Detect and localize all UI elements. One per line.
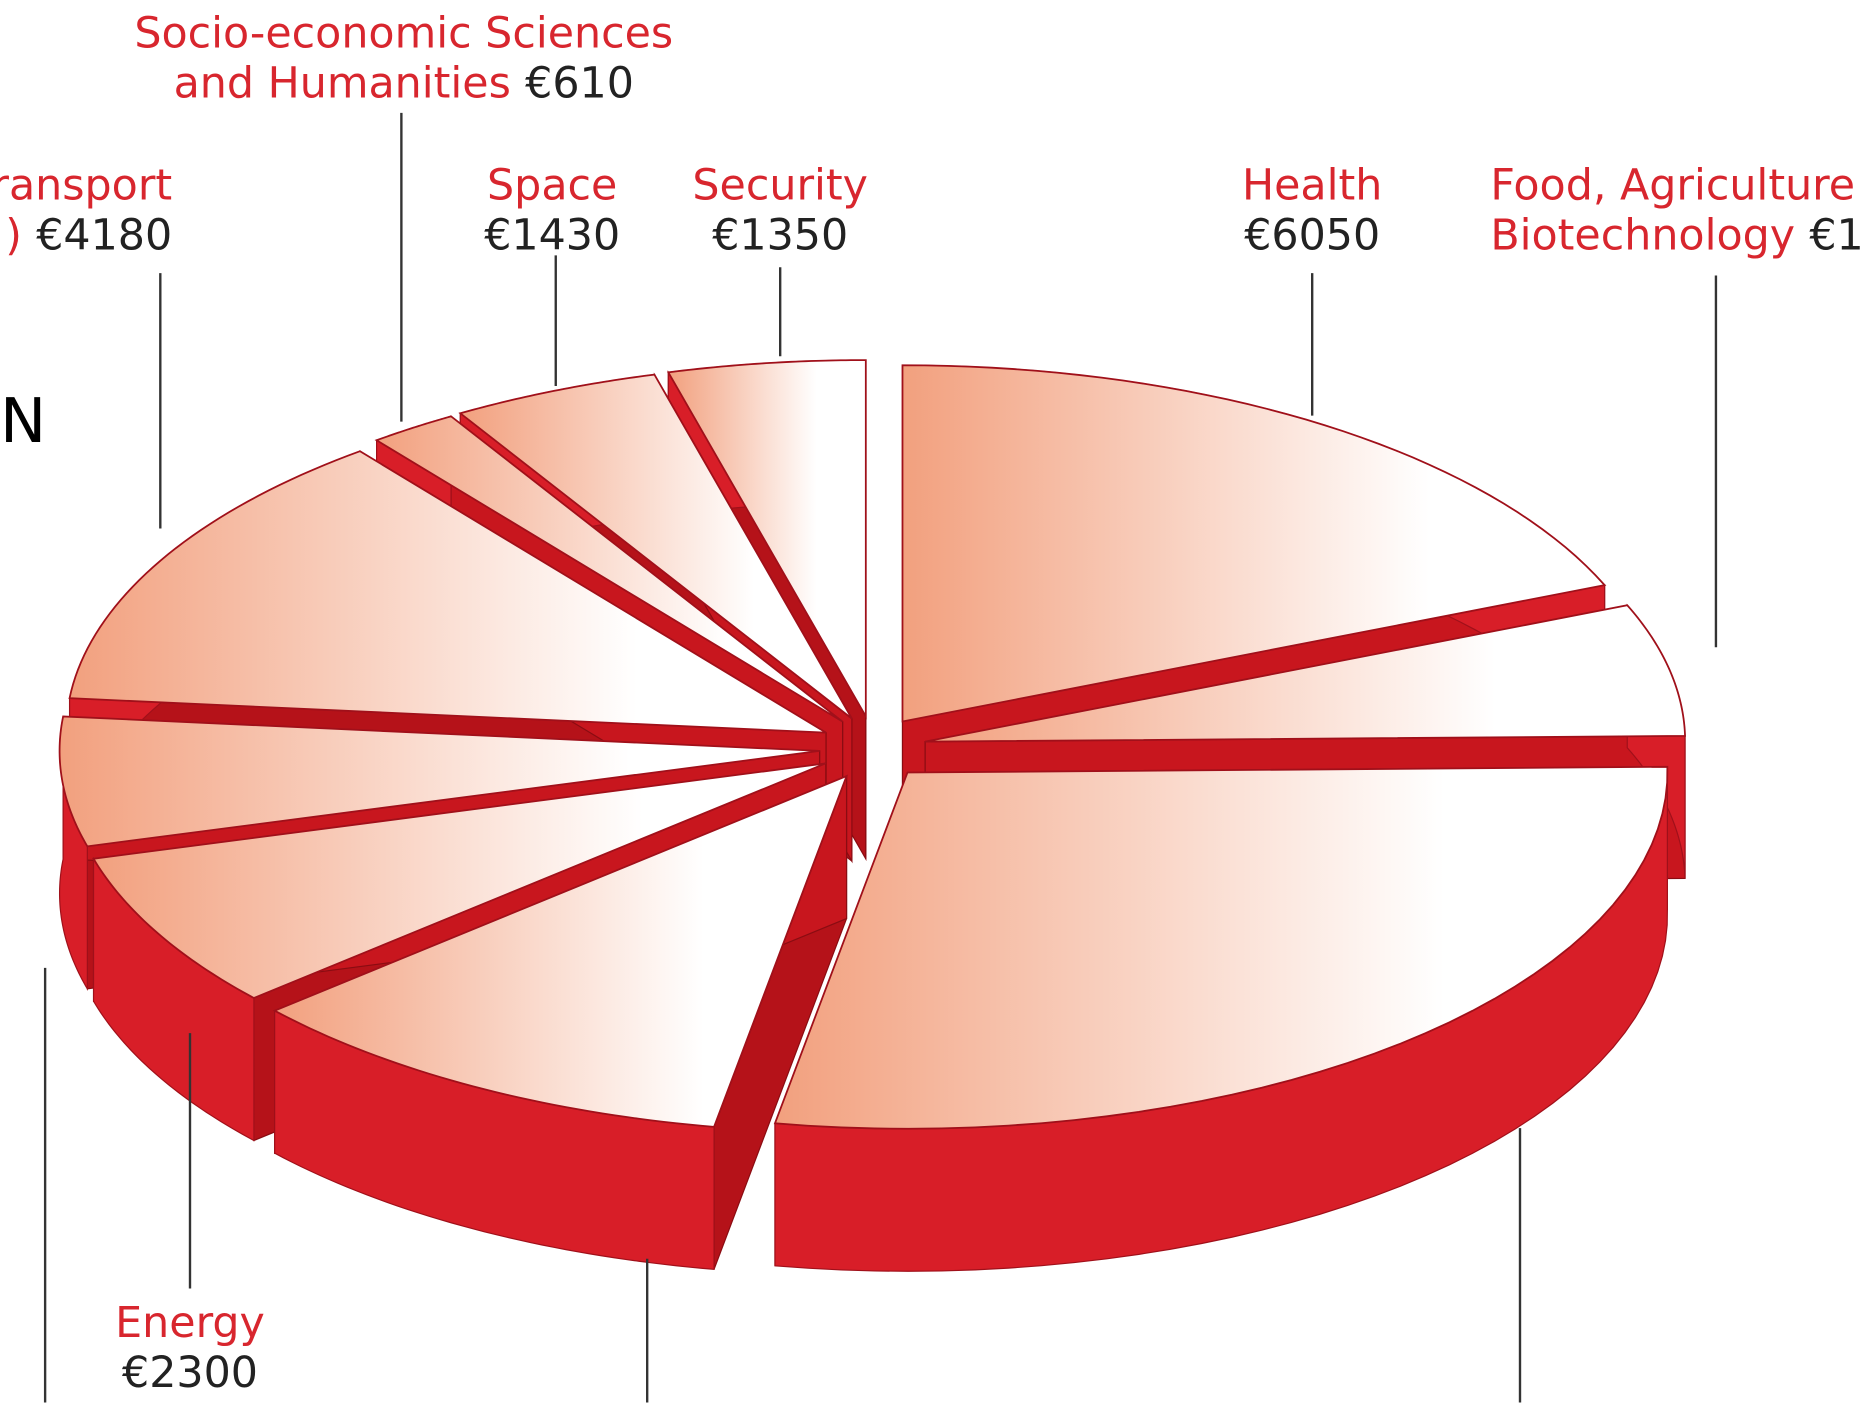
slice-top	[374, 415, 844, 723]
value-label: €1430	[484, 210, 620, 260]
value-label: €610	[525, 58, 634, 108]
value-label: €1	[1809, 210, 1862, 260]
slice-label: Food, Agriculture a Biotechnology €1	[1490, 161, 1862, 261]
category-label: Biotechnology	[1490, 210, 1795, 260]
value-label: €1350	[712, 210, 848, 260]
slice-top	[68, 450, 827, 734]
slice-label: Security €1350	[692, 161, 868, 261]
category-label: Health	[1242, 161, 1382, 211]
category-label: )	[5, 210, 22, 260]
slice-top	[272, 774, 849, 1128]
slice-top	[92, 762, 827, 999]
category-label: Food, Agriculture a	[1490, 161, 1862, 211]
slice-label: Socio-economic Sciences and Humanities €61…	[134, 9, 673, 109]
side-text: N	[0, 385, 46, 457]
category-label: Socio-economic Sciences	[134, 9, 673, 59]
category-label: ransport	[0, 161, 172, 211]
slice-top	[666, 359, 867, 720]
slice-label: Space €1430	[484, 161, 620, 261]
category-label: and Humanities	[174, 58, 511, 108]
pie	[58, 359, 1686, 1272]
slice-top	[924, 604, 1686, 743]
category-label: Security	[692, 161, 868, 211]
value-label: €4180	[36, 210, 172, 260]
category-label: Space	[487, 161, 617, 211]
slice-label: Energy €2300	[115, 1298, 265, 1398]
slice-top	[773, 765, 1669, 1130]
slice-label: ransport) €4180	[0, 161, 172, 261]
value-label: €6050	[1244, 210, 1380, 260]
category-label: Energy	[115, 1298, 265, 1348]
labels: N Health €6050 Food, Agriculture a Biotechn…	[0, 9, 1862, 1403]
slice-top	[58, 715, 820, 848]
slice-top	[458, 373, 853, 720]
value-label: €2300	[122, 1348, 258, 1398]
slice-top	[901, 364, 1607, 723]
slice-label: Health €6050	[1242, 161, 1382, 261]
